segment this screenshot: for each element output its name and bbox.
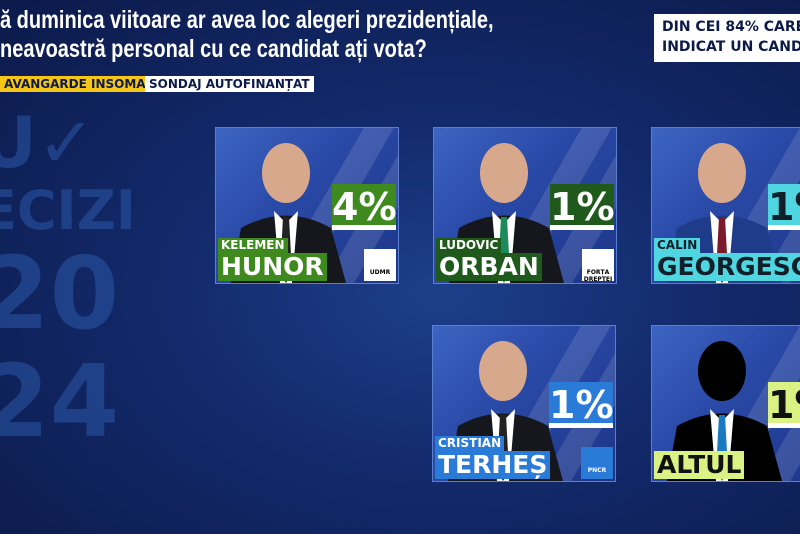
percent-box: 4% (332, 184, 397, 230)
candidate-last-name: GEORGESCU (654, 253, 800, 281)
candidate-card: 1% ALTUL (651, 325, 800, 482)
candidate-first-name: CRISTIAN (435, 436, 505, 451)
watermark-line: U✓ (0, 102, 96, 184)
watermark-line: 20 (0, 235, 120, 352)
party-logo: UDMR (364, 249, 396, 281)
poll-funding-note: SONDAJ AUTOFINANȚAT (145, 76, 314, 92)
candidate-first-name: CALIN (654, 238, 701, 253)
candidate-last-name: TERHEȘ (435, 451, 551, 479)
candidate-first-name: KELEMEN (218, 238, 288, 253)
watermark-line: 24 (0, 343, 120, 460)
percent-box: 1% (768, 382, 800, 428)
poll-source: AVANGARDE INSOMAR (0, 76, 159, 92)
candidate-card: 1% CALIN GEORGESCU (651, 127, 800, 284)
percent-box: 1% (550, 184, 615, 230)
percent-box: 1% (768, 184, 800, 230)
candidate-last-name: HUNOR (218, 253, 327, 281)
percent-box: 1% (549, 382, 614, 428)
candidate-last-name: ORBAN (436, 253, 542, 281)
candidate-first-name: LUDOVIC (436, 238, 502, 253)
candidate-card: 1% LUDOVIC ORBAN FORȚA DREPTEI (433, 127, 617, 284)
party-logo: FORȚA DREPTEI (582, 249, 614, 283)
candidate-card: 1% CRISTIAN TERHEȘ PNCR (432, 325, 616, 482)
watermark-line: ECIZI (0, 179, 136, 242)
candidate-card: 4% KELEMEN HUNOR UDMR (215, 127, 399, 284)
candidate-last-name: ALTUL (654, 451, 745, 479)
party-logo: PNCR (581, 447, 613, 479)
poll-question: ă duminica viitoare ar avea loc alegeri … (0, 6, 494, 63)
